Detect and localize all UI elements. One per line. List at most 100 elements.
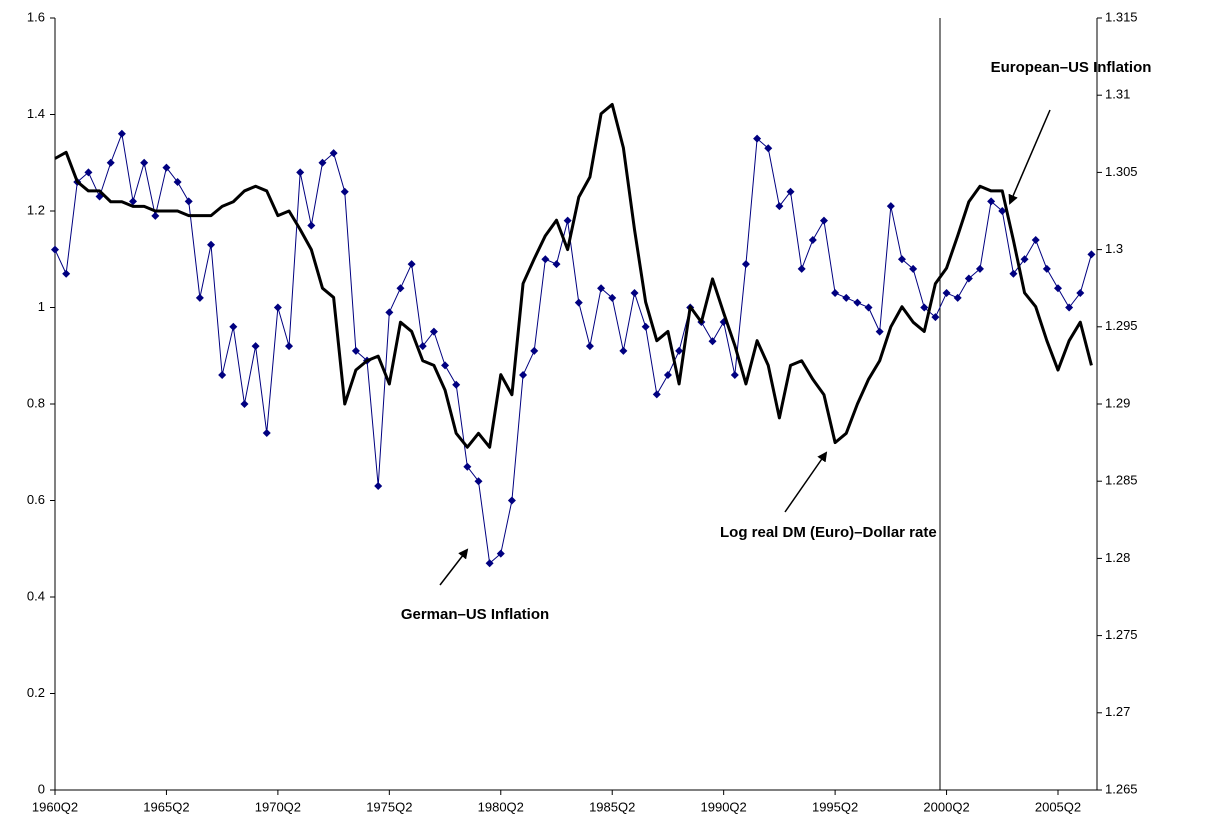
x-tick-label: 1965Q2	[143, 799, 189, 814]
y-tick-label: 0.8	[27, 395, 45, 410]
data-point	[485, 559, 494, 568]
annotation: Log real DM (Euro)–Dollar rate	[720, 524, 937, 541]
data-point	[84, 168, 93, 177]
annotation: European–US Inflation	[991, 59, 1152, 76]
data-point	[285, 342, 294, 351]
data-point	[351, 346, 360, 355]
data-point	[964, 274, 973, 283]
data-point	[1053, 284, 1062, 293]
data-point	[251, 342, 260, 351]
data-point	[162, 163, 171, 172]
y2-tick-label: 1.275	[1105, 627, 1138, 642]
data-point	[641, 322, 650, 331]
series-line	[54, 102, 1093, 449]
data-point	[374, 482, 383, 491]
y-tick-label: 0.6	[27, 492, 45, 507]
x-tick-label: 2000Q2	[923, 799, 969, 814]
data-point	[51, 245, 59, 254]
data-point	[463, 462, 472, 471]
y2-tick-label: 1.28	[1105, 550, 1130, 565]
data-point	[764, 144, 773, 153]
data-point	[1009, 269, 1018, 278]
y2-tick-label: 1.31	[1105, 87, 1130, 102]
annotation-arrow	[1008, 109, 1051, 205]
data-point	[652, 390, 661, 399]
y2-tick-label: 1.265	[1105, 781, 1138, 796]
data-point	[240, 400, 249, 408]
y-tick-label: 1	[38, 299, 45, 314]
data-point	[853, 298, 862, 307]
data-point	[975, 264, 984, 273]
data-point	[173, 178, 182, 187]
y2-tick-label: 1.285	[1105, 473, 1138, 488]
data-point	[151, 211, 160, 220]
data-point	[229, 322, 238, 331]
data-point	[897, 255, 906, 264]
y2-tick-label: 1.3	[1105, 241, 1123, 256]
data-point	[797, 264, 806, 273]
data-point	[942, 289, 951, 298]
data-point	[273, 303, 282, 312]
data-point	[218, 371, 227, 380]
data-point	[775, 202, 784, 211]
data-point	[786, 187, 795, 196]
data-point	[585, 342, 594, 351]
data-point	[62, 269, 71, 278]
y2-tick-label: 1.29	[1105, 395, 1130, 410]
data-point	[441, 361, 450, 370]
data-point	[574, 298, 583, 307]
axes	[54, 18, 1098, 791]
y-tick-label: 0.4	[27, 588, 45, 603]
y2-tick-label: 1.295	[1105, 318, 1138, 333]
data-point	[552, 260, 561, 269]
y2-tick-label: 1.315	[1105, 9, 1138, 24]
data-point	[1031, 235, 1040, 244]
y-tick-label: 0	[38, 781, 45, 796]
data-point	[563, 216, 572, 225]
plot-area	[51, 102, 1096, 568]
data-point	[987, 197, 996, 206]
x-tick-label: 1985Q2	[589, 799, 635, 814]
data-point	[920, 303, 929, 312]
data-point	[1020, 255, 1029, 264]
data-point	[831, 289, 840, 298]
y-tick-label: 1.2	[27, 202, 45, 217]
x-tick-label: 2005Q2	[1035, 799, 1081, 814]
data-point	[507, 496, 516, 505]
data-point	[296, 168, 305, 177]
annotations: European–US Inflation German–US Inflatio…	[401, 59, 1152, 623]
data-point	[195, 293, 204, 302]
data-point	[1065, 303, 1074, 312]
data-point	[184, 197, 193, 206]
annotation: German–US Inflation	[401, 606, 549, 623]
data-point	[418, 342, 427, 351]
data-point	[407, 260, 416, 269]
data-point	[1076, 289, 1085, 298]
x-tick-label: 1995Q2	[812, 799, 858, 814]
data-point	[808, 235, 817, 244]
data-point	[842, 293, 851, 302]
data-point	[340, 187, 349, 196]
x-tick-label: 1970Q2	[255, 799, 301, 814]
data-point	[597, 284, 606, 293]
data-point	[496, 549, 505, 558]
data-point	[429, 327, 438, 336]
data-point	[207, 240, 216, 249]
data-point	[385, 308, 394, 317]
data-point	[753, 134, 762, 143]
data-point	[329, 149, 338, 158]
data-point	[541, 255, 550, 264]
annotation-arrow	[439, 548, 469, 586]
data-point	[140, 158, 149, 167]
series-line	[54, 133, 1092, 564]
data-point	[117, 129, 126, 138]
annotation-arrow	[784, 451, 828, 513]
data-point	[886, 202, 895, 211]
data-point	[675, 346, 684, 355]
y-tick-label: 1.6	[27, 9, 45, 24]
data-point	[307, 221, 316, 230]
data-point	[730, 371, 739, 380]
data-point	[608, 293, 617, 302]
data-point	[819, 216, 828, 225]
